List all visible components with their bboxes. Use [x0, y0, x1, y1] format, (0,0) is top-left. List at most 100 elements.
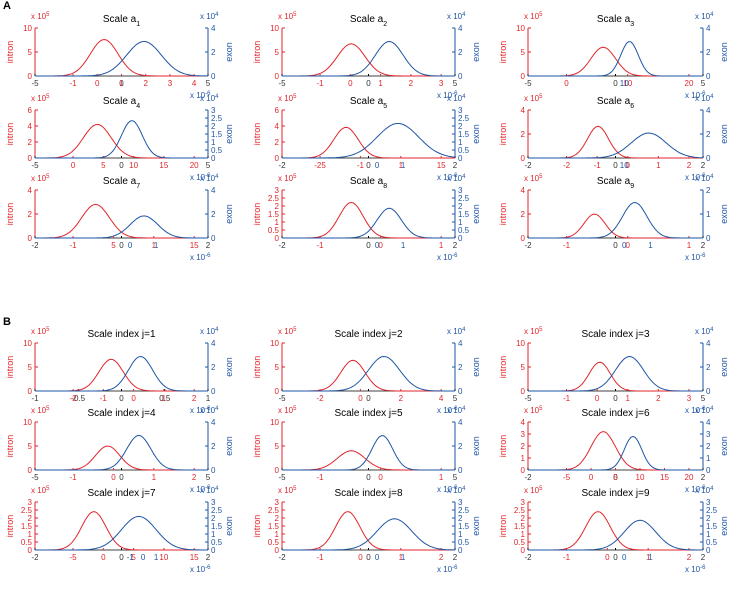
intron-curve [282, 511, 455, 551]
exon-curve [35, 434, 208, 471]
bottom-tick-label-red: -5 [69, 553, 77, 562]
exon-curve [35, 355, 208, 392]
right-tick-label: 3 [458, 498, 463, 507]
left-tick-label: 4 [28, 186, 33, 195]
bottom-tick-label-red: 0 [95, 79, 100, 88]
bottom-tick-label-red: 15 [190, 241, 199, 250]
right-tick-label: 0 [706, 72, 711, 81]
left-tick-label: 0 [521, 387, 526, 396]
bottom-tick-label: -5 [278, 473, 286, 482]
chart-title: Scale index j=5 [334, 408, 403, 419]
left-tick-label: 0 [275, 234, 280, 243]
left-tick-label: 2.5 [268, 194, 280, 203]
bottom-tick-label-red: 1 [378, 79, 383, 88]
panel-letter-b: B [3, 316, 11, 328]
right-exponent-label: x 104 [695, 174, 714, 183]
intron-curve [282, 359, 455, 392]
right-tick-label: 2 [706, 442, 711, 451]
right-tick-label: 0 [706, 546, 711, 555]
right-tick-label: 4 [458, 418, 463, 427]
bottom-tick-label-blue: 1 [648, 241, 653, 250]
bottom-tick-label-red: -1 [69, 79, 77, 88]
left-tick-label: 0 [28, 387, 33, 396]
left-tick-label: 0 [521, 154, 526, 163]
right-exponent-label: x 104 [695, 94, 714, 103]
bottom-tick-label: 0 [119, 394, 124, 403]
left-tick-label: 2 [521, 130, 526, 139]
right-tick-label: 0 [706, 154, 711, 163]
right-tick-label: 0 [211, 387, 216, 396]
left-tick-label: 0 [275, 546, 280, 555]
bottom-tick-label: -1 [31, 394, 39, 403]
left-axis-label: intron [252, 435, 262, 458]
bottom-tick-label: 0 [366, 473, 371, 482]
right-tick-label: 3 [458, 186, 463, 195]
left-exponent-power: 5 [539, 12, 543, 18]
left-exponent-power: 5 [46, 486, 50, 492]
left-tick-label: 4 [28, 122, 33, 131]
right-tick-label: 2.5 [211, 114, 223, 123]
right-tick-label: 0 [458, 546, 463, 555]
bottom-tick-label-red: 5 [613, 473, 618, 482]
left-axis-label: intron [5, 123, 15, 146]
x-exponent-power: -6 [700, 565, 706, 571]
bottom-tick-label-red: 0 [358, 553, 363, 562]
chart-title: Scale a1 [103, 14, 140, 28]
bottom-tick-label: -2 [524, 241, 532, 250]
right-axis-label: exon [719, 42, 729, 62]
left-tick-label: 2 [28, 210, 33, 219]
bottom-tick-label-red: -1 [69, 473, 77, 482]
bottom-tick-label: -2 [31, 241, 39, 250]
intron-curve [35, 203, 208, 239]
chart-title-subscript: 5 [383, 103, 387, 110]
left-exponent-power: 5 [293, 327, 297, 333]
bottom-tick-label: 5 [701, 394, 706, 403]
left-exponent-label: x 105 [31, 174, 50, 183]
bottom-tick-label-red: 1 [152, 241, 157, 250]
bottom-tick-label: 0 [366, 394, 371, 403]
right-tick-label: 1 [458, 530, 463, 539]
bottom-tick-label: -5 [31, 79, 39, 88]
left-tick-label: 1.5 [514, 522, 526, 531]
bottom-tick-label-red: 15 [190, 553, 199, 562]
bottom-tick-label: 2 [701, 161, 706, 170]
right-exponent-power: 4 [215, 12, 219, 18]
bottom-tick-label-red: 10 [129, 161, 138, 170]
bottom-tick-label-red: 15 [660, 473, 669, 482]
left-exponent-label: x 105 [31, 406, 50, 415]
bottom-tick-label: 0 [613, 161, 618, 170]
bottom-tick-label-red: 4 [192, 79, 197, 88]
left-exponent-power: 5 [293, 174, 297, 180]
bottom-tick-label: -5 [278, 79, 286, 88]
left-tick-label: 2.5 [21, 506, 33, 515]
right-tick-label: 0 [706, 387, 711, 396]
bottom-tick-label-blue: 1 [154, 241, 159, 250]
left-exponent-power: 5 [293, 94, 297, 100]
bottom-tick-label-red: -1 [316, 473, 324, 482]
right-axis-label: exon [471, 357, 481, 377]
x-exponent-label: x 10-6 [437, 173, 458, 182]
left-tick-label: 2 [28, 514, 33, 523]
intron-curve [35, 511, 208, 551]
right-exponent-label: x 104 [200, 406, 219, 415]
bottom-tick-label-red: -1 [563, 241, 571, 250]
chart-title: Scale a4 [103, 96, 140, 110]
bottom-tick-label: 2 [453, 161, 458, 170]
right-exponent-label: x 104 [447, 12, 466, 21]
left-exponent-label: x 105 [278, 94, 297, 103]
right-exponent-power: 4 [215, 94, 219, 100]
exon-curve [35, 215, 208, 239]
left-exponent-power: 5 [293, 12, 297, 18]
left-axis-label: intron [252, 356, 262, 379]
left-tick-label: 5 [28, 363, 33, 372]
bottom-tick-label-red: 2 [192, 394, 197, 403]
bottom-tick-label-red: -5 [563, 473, 571, 482]
left-axis-label: intron [498, 203, 508, 226]
left-exponent-label: x 105 [278, 12, 297, 21]
right-tick-label: 4 [211, 186, 216, 195]
